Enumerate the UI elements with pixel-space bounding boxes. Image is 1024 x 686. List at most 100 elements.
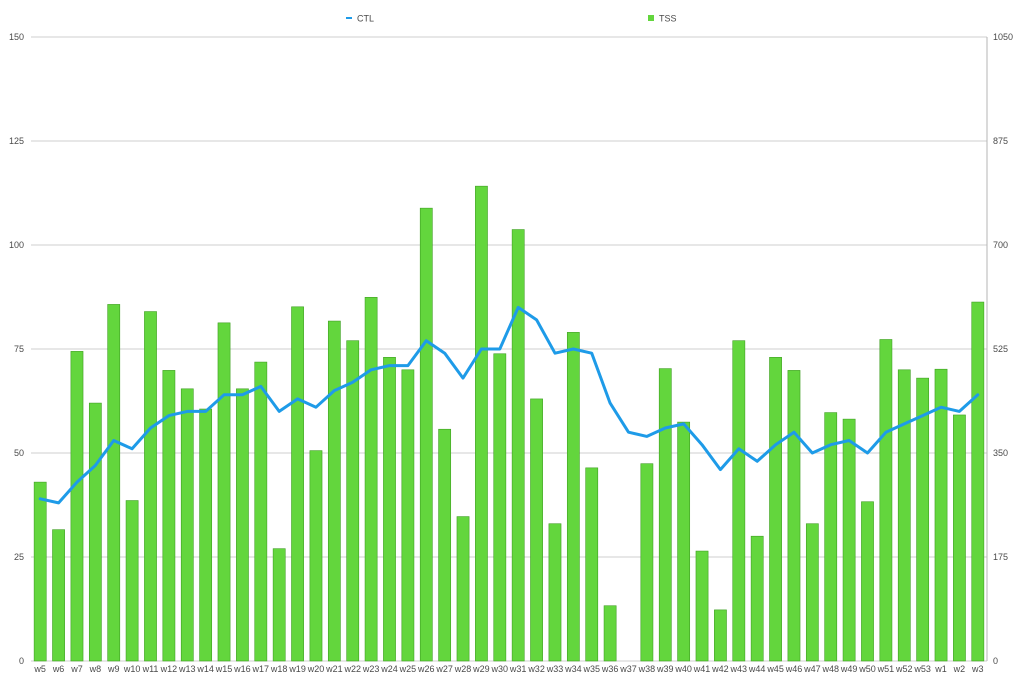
tss-bar[interactable] [383,357,396,662]
legend-ctl-label: CTL [357,14,374,24]
category-tick-label: w8 [89,664,102,674]
category-tick-label: w42 [711,664,729,674]
left-tick-label: 50 [14,448,24,458]
tss-bar[interactable] [934,368,948,662]
tss-bar[interactable] [953,414,966,662]
category-tick-label: w24 [380,664,398,674]
tss-bar[interactable] [199,408,213,662]
category-tick-label: w47 [803,664,821,674]
tss-bar[interactable] [272,548,286,662]
category-tick-label: w10 [123,664,141,674]
category-tick-label: w31 [509,664,527,674]
right-tick-label: 525 [993,344,1008,354]
tss-bar[interactable] [897,369,911,662]
tss-bar[interactable] [33,481,47,662]
category-tick-label: w40 [674,664,692,674]
tss-bar[interactable] [107,304,121,662]
category-tick-label: w23 [362,664,380,674]
tss-bar[interactable] [732,340,746,662]
tss-bar[interactable] [346,340,360,662]
tss-bar[interactable] [842,418,856,662]
category-tick-label: w29 [472,664,490,674]
category-tick-label: w45 [766,664,784,674]
tss-bar[interactable] [530,398,543,662]
category-tick-label: w16 [233,664,251,674]
tss-bar[interactable] [162,370,176,662]
right-tick-label: 875 [993,136,1008,146]
tss-bar[interactable] [125,500,139,662]
category-tick-label: w46 [785,664,803,674]
tss-bar[interactable] [677,421,691,662]
legend-tss[interactable]: TSS [648,14,677,24]
category-tick-label: w37 [619,664,637,674]
tss-bar[interactable] [52,529,65,662]
tss-bar[interactable] [88,402,102,662]
category-tick-label: w13 [178,664,196,674]
left-tick-label: 0 [19,656,24,666]
right-tick-label: 700 [993,240,1008,250]
tss-bar[interactable] [548,523,562,662]
tss-bar[interactable] [640,463,654,662]
ctl-line[interactable] [38,305,980,505]
tss-bar[interactable] [603,605,617,662]
category-tick-label: w38 [638,664,656,674]
tss-bar[interactable] [309,450,323,662]
category-tick-label: w19 [288,664,306,674]
category-tick-label: w51 [877,664,895,674]
category-tick-label: w50 [858,664,876,674]
tss-bar[interactable] [291,306,304,662]
category-tick-label: w32 [527,664,545,674]
tss-bar[interactable] [805,523,819,662]
tss-bar[interactable] [419,207,433,662]
tss-bar[interactable] [401,369,415,662]
category-tick-label: w27 [435,664,453,674]
legend-tss-swatch [648,15,654,21]
tss-bar[interactable] [180,388,194,662]
category-tick-label: w21 [325,664,343,674]
tss-bar[interactable] [879,339,893,662]
tss-bar[interactable] [236,388,249,662]
tss-bar[interactable] [824,412,838,662]
tss-bar[interactable] [658,368,672,662]
tss-bar[interactable] [971,301,985,662]
category-tick-label: w43 [730,664,748,674]
tss-bar[interactable] [217,322,231,662]
tss-bar[interactable] [254,361,268,662]
tss-bar[interactable] [695,550,709,662]
category-tick-label: w6 [52,664,65,674]
tss-bar[interactable] [456,516,470,662]
tss-bar[interactable] [438,428,452,662]
left-tick-label: 100 [9,240,24,250]
tss-bar[interactable] [144,311,157,662]
tss-bar[interactable] [364,296,378,662]
tss-bar[interactable] [70,351,84,662]
tss-bar[interactable] [861,501,874,662]
category-tick-label: w9 [107,664,120,674]
category-tick-label: w28 [454,664,472,674]
category-tick-label: w49 [840,664,858,674]
category-tick-label: w52 [895,664,913,674]
category-tick-label: w39 [656,664,674,674]
legend-ctl[interactable]: CTL [346,14,374,24]
tss-bar[interactable] [585,467,599,662]
tss-bar[interactable] [327,320,341,662]
ctl-line-layer [38,305,980,505]
right-tick-label: 1050 [993,32,1013,42]
left-tick-label: 75 [14,344,24,354]
tss-bar[interactable] [493,353,507,662]
category-tick-label: w5 [33,664,46,674]
tss-bar[interactable] [750,535,764,662]
tss-bar[interactable] [769,357,782,662]
category-tick-label: w44 [748,664,766,674]
category-tick-label: w15 [215,664,233,674]
tss-bar[interactable] [787,370,801,662]
tss-bar[interactable] [475,185,488,662]
tss-bar[interactable] [916,377,930,662]
category-tick-label: w12 [160,664,178,674]
tss-bar[interactable] [511,229,525,662]
tss-bar[interactable] [714,609,727,662]
category-tick-label: w11 [142,664,159,674]
tss-bar[interactable] [566,332,580,662]
